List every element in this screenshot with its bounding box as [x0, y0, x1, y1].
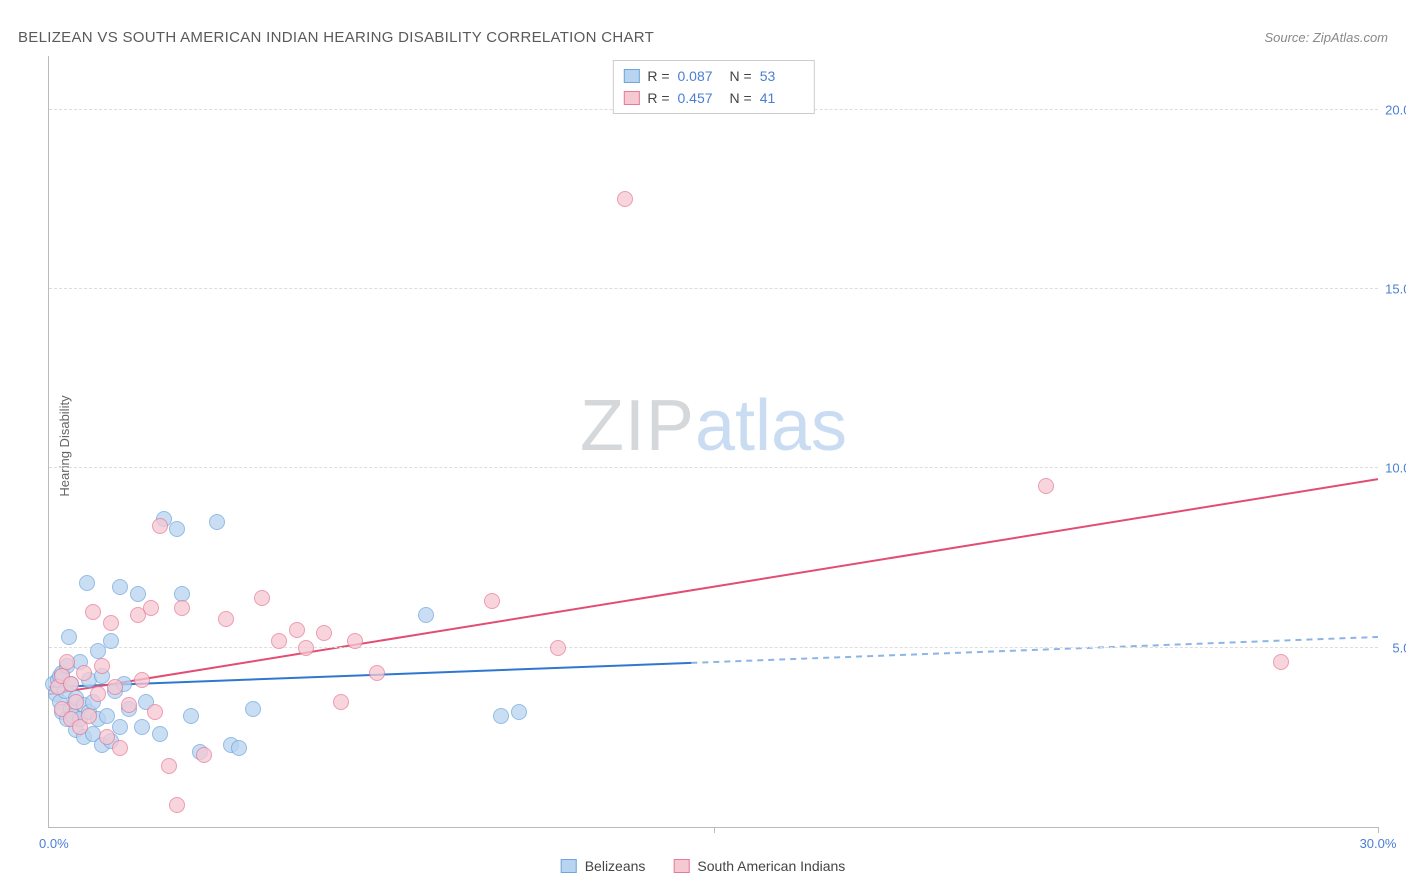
stat-n-value: 41 — [760, 87, 804, 109]
legend-swatch — [673, 859, 689, 873]
stat-r-value: 0.457 — [678, 87, 722, 109]
scatter-point — [183, 708, 199, 724]
y-tick-label: 10.0% — [1385, 461, 1406, 476]
scatter-point — [85, 604, 101, 620]
stat-r-label: R = — [647, 65, 669, 87]
scatter-point — [1273, 654, 1289, 670]
scatter-point — [103, 615, 119, 631]
x-tick-mark — [714, 827, 715, 833]
chart-source: Source: ZipAtlas.com — [1264, 30, 1388, 45]
scatter-point — [550, 640, 566, 656]
scatter-point — [493, 708, 509, 724]
scatter-point — [79, 575, 95, 591]
scatter-point — [231, 740, 247, 756]
scatter-point — [152, 518, 168, 534]
stat-r-value: 0.087 — [678, 65, 722, 87]
scatter-point — [316, 625, 332, 641]
stats-row: R = 0.087 N = 53 — [623, 65, 803, 87]
legend-label: South American Indians — [697, 858, 845, 874]
legend-swatch — [623, 69, 639, 83]
scatter-point — [134, 719, 150, 735]
y-tick-label: 5.0% — [1392, 640, 1406, 655]
scatter-point — [245, 701, 261, 717]
legend-item: Belizeans — [561, 858, 646, 874]
x-origin-label: 0.0% — [39, 836, 69, 851]
scatter-point — [271, 633, 287, 649]
scatter-point — [107, 679, 123, 695]
scatter-point — [152, 726, 168, 742]
scatter-point — [61, 629, 77, 645]
chart-plot-area: ZIPatlas 5.0%10.0%15.0%20.0%0.0%30.0%R =… — [48, 56, 1378, 828]
stat-n-label: N = — [730, 87, 752, 109]
scatter-point — [298, 640, 314, 656]
scatter-point — [59, 654, 75, 670]
scatter-point — [617, 191, 633, 207]
scatter-point — [511, 704, 527, 720]
scatter-point — [63, 676, 79, 692]
legend-item: South American Indians — [673, 858, 845, 874]
scatter-point — [418, 607, 434, 623]
scatter-point — [289, 622, 305, 638]
scatter-point — [333, 694, 349, 710]
scatter-point — [209, 514, 225, 530]
legend-label: Belizeans — [585, 858, 646, 874]
legend-swatch — [561, 859, 577, 873]
chart-header: BELIZEAN VS SOUTH AMERICAN INDIAN HEARIN… — [18, 25, 1388, 49]
stat-r-label: R = — [647, 87, 669, 109]
x-tick-mark — [1378, 827, 1379, 833]
x-tick-label: 30.0% — [1360, 836, 1397, 851]
scatter-point — [369, 665, 385, 681]
scatter-point — [112, 719, 128, 735]
legend-swatch — [623, 91, 639, 105]
scatter-point — [68, 694, 84, 710]
stat-n-value: 53 — [760, 65, 804, 87]
scatter-point — [112, 579, 128, 595]
scatter-point — [94, 658, 110, 674]
scatter-point — [254, 590, 270, 606]
scatter-point — [484, 593, 500, 609]
chart-title: BELIZEAN VS SOUTH AMERICAN INDIAN HEARIN… — [18, 29, 654, 46]
scatter-point — [134, 672, 150, 688]
stats-box: R = 0.087 N = 53 R = 0.457 N = 41 — [612, 60, 814, 114]
scatter-point — [143, 600, 159, 616]
scatter-point — [90, 686, 106, 702]
scatter-point — [218, 611, 234, 627]
scatter-point — [347, 633, 363, 649]
scatter-point — [161, 758, 177, 774]
scatter-point — [169, 797, 185, 813]
scatter-point — [130, 586, 146, 602]
grid-line — [49, 467, 1378, 468]
scatter-point — [121, 697, 137, 713]
stats-row: R = 0.457 N = 41 — [623, 87, 803, 109]
scatter-point — [76, 665, 92, 681]
bottom-legend: Belizeans South American Indians — [561, 858, 846, 874]
scatter-point — [81, 708, 97, 724]
scatter-point — [169, 521, 185, 537]
stat-n-label: N = — [730, 65, 752, 87]
scatter-point — [147, 704, 163, 720]
scatter-point — [174, 600, 190, 616]
y-tick-label: 15.0% — [1385, 282, 1406, 297]
scatter-point — [112, 740, 128, 756]
scatter-point — [1038, 478, 1054, 494]
grid-line — [49, 647, 1378, 648]
scatter-point — [103, 633, 119, 649]
grid-line — [49, 288, 1378, 289]
y-tick-label: 20.0% — [1385, 102, 1406, 117]
scatter-point — [196, 747, 212, 763]
